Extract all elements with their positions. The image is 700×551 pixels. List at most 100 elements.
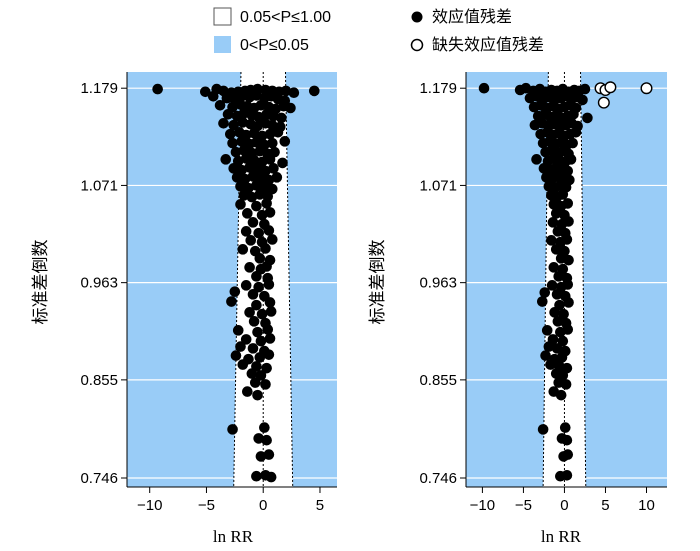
left-observed-point-76 [264,154,276,165]
left-observed-point-90 [235,181,246,192]
right-observed-point-149 [561,469,573,481]
right-observed-point-130 [540,350,551,361]
left-observed-point-130 [251,299,262,311]
legend-swatch-nonsignificant [213,7,232,26]
left-observed-point-104 [264,207,276,218]
right-y-tick-label-4: 1.179 [419,80,457,97]
left-observed-point-143 [235,341,246,352]
right-observed-point-104 [563,254,574,266]
right-observed-point-105 [548,262,560,273]
right-observed-point-147 [562,449,574,460]
left-observed-point-14 [308,85,320,97]
left-observed-point-95 [238,190,250,201]
left-observed-point-141 [255,335,267,347]
left-observed-point-57 [272,127,284,138]
right-x-tick-label-0: −10 [470,497,495,514]
left-observed-point-167 [265,471,277,483]
right-x-tick-label-2: 0 [560,497,568,514]
left-observed-point-99 [235,199,246,210]
left-observed-point-131 [264,297,276,308]
right-observed-point-133 [545,359,556,370]
left-observed-point-97 [254,189,266,200]
right-missing-point-4 [597,96,610,109]
left-observed-point-80 [244,162,255,173]
left-observed-point-112 [266,234,278,245]
left-observed-point-78 [228,163,240,174]
right-observed-point-101 [550,244,562,255]
left-observed-point-15 [207,91,219,102]
left-observed-point-124 [253,281,264,293]
left-observed-point-64 [279,136,291,147]
left-observed-point-109 [263,225,275,236]
right-observed-point-90 [562,198,574,209]
right-plot-area [466,71,667,488]
left-observed-point-35 [222,109,234,120]
left-axes: −10 −5 0 5 0.746 0.855 0.963 1.071 1.179 [80,72,337,514]
left-observed-point-44 [228,119,240,131]
left-observed-point-148 [254,352,266,363]
right-observed-point-112 [539,287,551,298]
left-observed-point-155 [249,377,261,388]
right-observed-point-12 [579,83,591,95]
legend-marker-missing [410,38,424,52]
left-observed-point-42 [276,112,287,124]
left-observed-point-18 [236,91,247,102]
left-funnel-panel: −10 −5 0 5 0.746 0.855 0.963 1.071 1.179 标准差倒数 l… [31,71,337,546]
left-observed-point-73 [240,153,252,164]
right-observed-point-139 [560,379,572,390]
left-observed-point-49 [266,119,278,131]
right-observed-point-53 [570,127,582,138]
right-observed-point-119 [558,308,569,320]
left-observed-point-13 [288,87,300,99]
right-axes: −10 −5 0 5 10 0.746 0.855 0.963 1.071 1.179 [419,72,667,514]
legend-swatch-significant [214,36,231,53]
right-observed-point-98 [546,235,557,246]
left-observed-point-108 [253,227,264,239]
left-observed-point-102 [242,208,253,219]
right-observed-point-91 [550,208,562,219]
left-observed-point-37 [238,108,250,119]
right-observed-point-124 [562,324,574,335]
right-observed-point-70 [565,154,577,165]
right-observed-point-127 [543,341,555,352]
right-x-axis-title: ln RR [541,527,582,546]
left-observed-point-107 [240,226,252,237]
right-observed-point-100 [561,234,573,245]
left-observed-point-150 [237,359,249,370]
right-observed-point-115 [536,296,548,307]
left-y-tick-label-0: 0.746 [80,470,118,487]
left-y-axis-title: 标准差倒数 [31,240,50,325]
right-observed-point-117 [563,297,574,308]
left-observed-point-83 [268,163,279,174]
left-observed-point-41 [268,110,279,122]
right-observed-point-59 [567,137,578,149]
left-y-tick-label-3: 1.071 [80,177,118,194]
right-observed-point-126 [557,335,569,347]
left-observed-point-160 [259,422,270,433]
left-observed-point-164 [263,449,275,460]
left-observed-point-56 [264,128,276,140]
left-observed-point-159 [227,424,238,435]
left-observed-point-152 [261,362,272,374]
legend: 0.05<P≤1.00 0<P≤0.05 效应值残差 缺失效应值残差 [213,7,544,54]
left-observed-point-110 [245,235,257,246]
left-observed-point-163 [255,451,267,462]
left-observed-point-135 [248,316,260,327]
right-observed-point-95 [563,216,574,227]
left-observed-point-120 [261,261,272,272]
legend-label-observed: 效应值残差 [432,7,512,26]
right-observed-point-107 [553,271,565,282]
left-observed-point-12 [280,85,292,97]
left-y-tick-label-4: 1.179 [80,80,118,97]
right-x-tick-label-4: 10 [638,497,655,514]
legend-label-significant: 0<P≤0.05 [240,37,309,54]
legend-marker-observed [411,11,423,23]
right-observed-point-128 [551,343,563,354]
left-observed-point-133 [256,308,268,320]
left-y-tick-label-1: 0.855 [80,372,118,389]
left-observed-point-127 [247,289,259,300]
right-observed-point-109 [546,280,558,291]
right-observed-point-0 [478,82,490,94]
left-observed-point-162 [261,434,272,446]
